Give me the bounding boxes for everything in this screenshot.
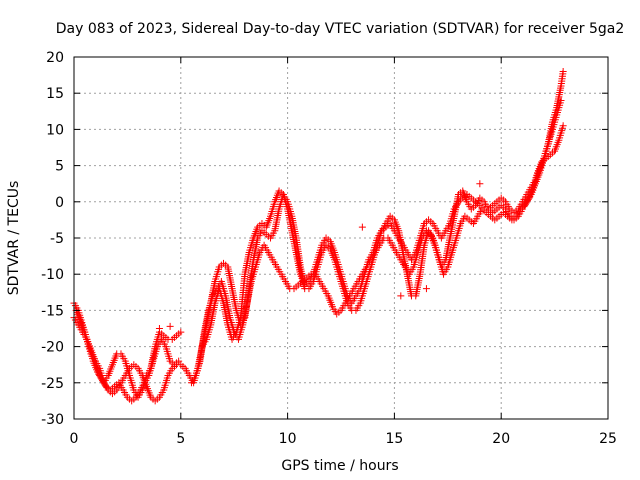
y-tick-label: -20 bbox=[41, 340, 64, 356]
y-tick-label: 5 bbox=[55, 159, 64, 175]
data-point-marker bbox=[559, 67, 567, 75]
y-tick-label: -25 bbox=[41, 376, 64, 392]
data-point-marker bbox=[177, 328, 185, 336]
series-extra-points bbox=[155, 180, 484, 332]
chart-title: Day 083 of 2023, Sidereal Day-to-day VTE… bbox=[56, 21, 625, 37]
x-tick-label: 25 bbox=[599, 431, 617, 447]
x-tick-label: 5 bbox=[176, 431, 185, 447]
x-tick-label: 15 bbox=[385, 431, 403, 447]
x-tick-label: 10 bbox=[279, 431, 297, 447]
y-tick-label: -30 bbox=[41, 412, 64, 428]
x-axis-label: GPS time / hours bbox=[281, 458, 398, 474]
x-tick-label: 20 bbox=[492, 431, 510, 447]
data-point-marker bbox=[166, 322, 174, 330]
series-track-3 bbox=[72, 122, 567, 405]
y-tick-label: 20 bbox=[46, 50, 64, 66]
data-point-marker bbox=[358, 223, 366, 231]
data-point-marker bbox=[422, 285, 430, 293]
x-tick-label: 0 bbox=[70, 431, 79, 447]
y-tick-label: 0 bbox=[55, 195, 64, 211]
y-tick-label: 10 bbox=[46, 122, 64, 138]
data-points bbox=[70, 67, 567, 405]
axis-ticks: 0 5 10 15 20 25 -30 -25 -20 -15 -10 -5 0 5 10 15 20 bbox=[41, 50, 617, 447]
data-point-marker bbox=[155, 325, 163, 332]
y-axis-label: SDTVAR / TECUs bbox=[6, 181, 22, 296]
y-tick-label: -5 bbox=[50, 231, 64, 247]
y-tick-label: -10 bbox=[41, 267, 64, 283]
y-tick-label: 15 bbox=[46, 86, 64, 102]
data-point-marker bbox=[476, 180, 484, 188]
y-tick-label: -15 bbox=[41, 303, 64, 319]
data-point-marker bbox=[397, 292, 405, 300]
data-point-marker bbox=[559, 122, 567, 130]
data-point-marker bbox=[175, 357, 183, 365]
